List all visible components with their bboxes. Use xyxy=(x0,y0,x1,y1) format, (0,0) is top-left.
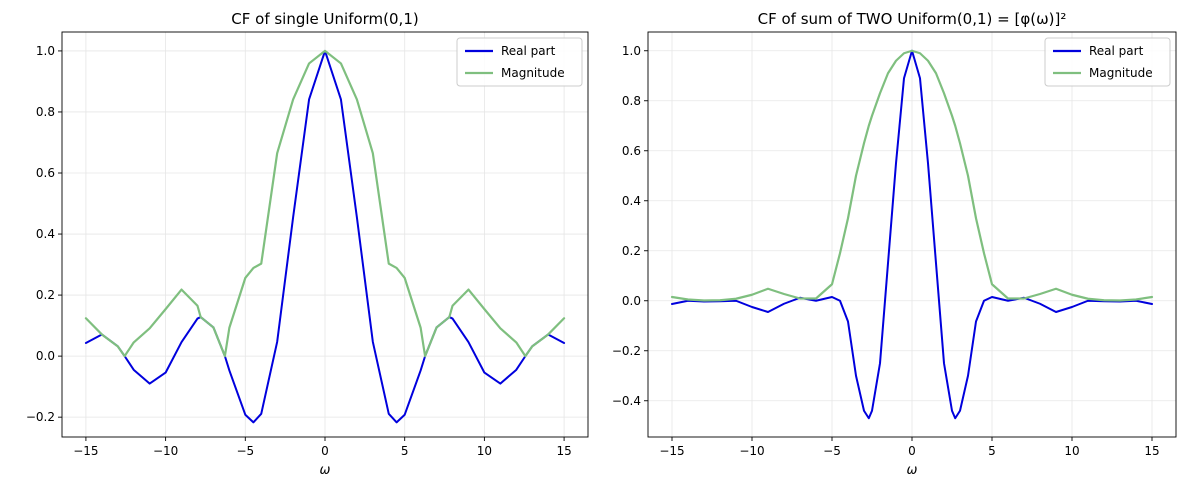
y-tick-label: 0.4 xyxy=(622,194,641,208)
y-tick-label: 0.6 xyxy=(36,166,55,180)
x-tick-label: 5 xyxy=(988,444,996,458)
legend-label: Real part xyxy=(501,44,556,58)
y-tick-label: 0.2 xyxy=(36,288,55,302)
y-tick-label: −0.2 xyxy=(26,410,55,424)
x-tick-label: −5 xyxy=(236,444,254,458)
x-tick-label: −15 xyxy=(659,444,684,458)
y-tick-label: 0.8 xyxy=(622,94,641,108)
legend-label: Magnitude xyxy=(1089,66,1153,80)
x-tick-label: 10 xyxy=(477,444,492,458)
y-tick-label: 0.8 xyxy=(36,105,55,119)
series-line-magnitude xyxy=(84,49,566,358)
y-tick-label: 0.2 xyxy=(622,244,641,258)
x-tick-label: 15 xyxy=(556,444,571,458)
x-axis-label: ω xyxy=(320,463,331,478)
x-tick-label: −15 xyxy=(73,444,98,458)
x-tick-label: 15 xyxy=(1144,444,1159,458)
y-tick-label: 1.0 xyxy=(36,44,55,58)
y-tick-label: −0.4 xyxy=(612,394,641,408)
x-axis-label: ω xyxy=(907,463,918,478)
y-tick-label: −0.2 xyxy=(612,344,641,358)
x-tick-label: 0 xyxy=(321,444,329,458)
x-tick-label: −10 xyxy=(739,444,764,458)
chart-title: CF of sum of TWO Uniform(0,1) = [φ(ω)]² xyxy=(758,10,1067,28)
y-tick-label: 0.0 xyxy=(622,294,641,308)
x-tick-label: 5 xyxy=(401,444,409,458)
legend: Real part Magnitude xyxy=(1044,37,1171,87)
grid xyxy=(648,32,1176,437)
chart-1: −15 −10 −5 0 5 10 15 −0.2 0.0 0.2 0.4 0.6 0.8 1.0 CF o… xyxy=(26,10,589,478)
y-tick-label: 0.6 xyxy=(622,144,641,158)
y-tick-label: 0.4 xyxy=(36,227,55,241)
x-tick-label: −10 xyxy=(153,444,178,458)
y-tick-label: 0.0 xyxy=(36,349,55,363)
series-line-magnitude xyxy=(670,49,1154,302)
x-tick-label: 10 xyxy=(1064,444,1079,458)
chart-title: CF of single Uniform(0,1) xyxy=(231,10,418,28)
legend: Real part Magnitude xyxy=(456,37,583,87)
legend-label: Magnitude xyxy=(501,66,565,80)
x-tick-label: −5 xyxy=(823,444,841,458)
x-tick-label: 0 xyxy=(908,444,916,458)
chart-2: −15 −10 −5 0 5 10 15 −0.4 −0.2 0.0 0.2 0.4 0.6 0.8 1.0… xyxy=(612,10,1177,478)
y-tick-label: 1.0 xyxy=(622,44,641,58)
legend-label: Real part xyxy=(1089,44,1144,58)
